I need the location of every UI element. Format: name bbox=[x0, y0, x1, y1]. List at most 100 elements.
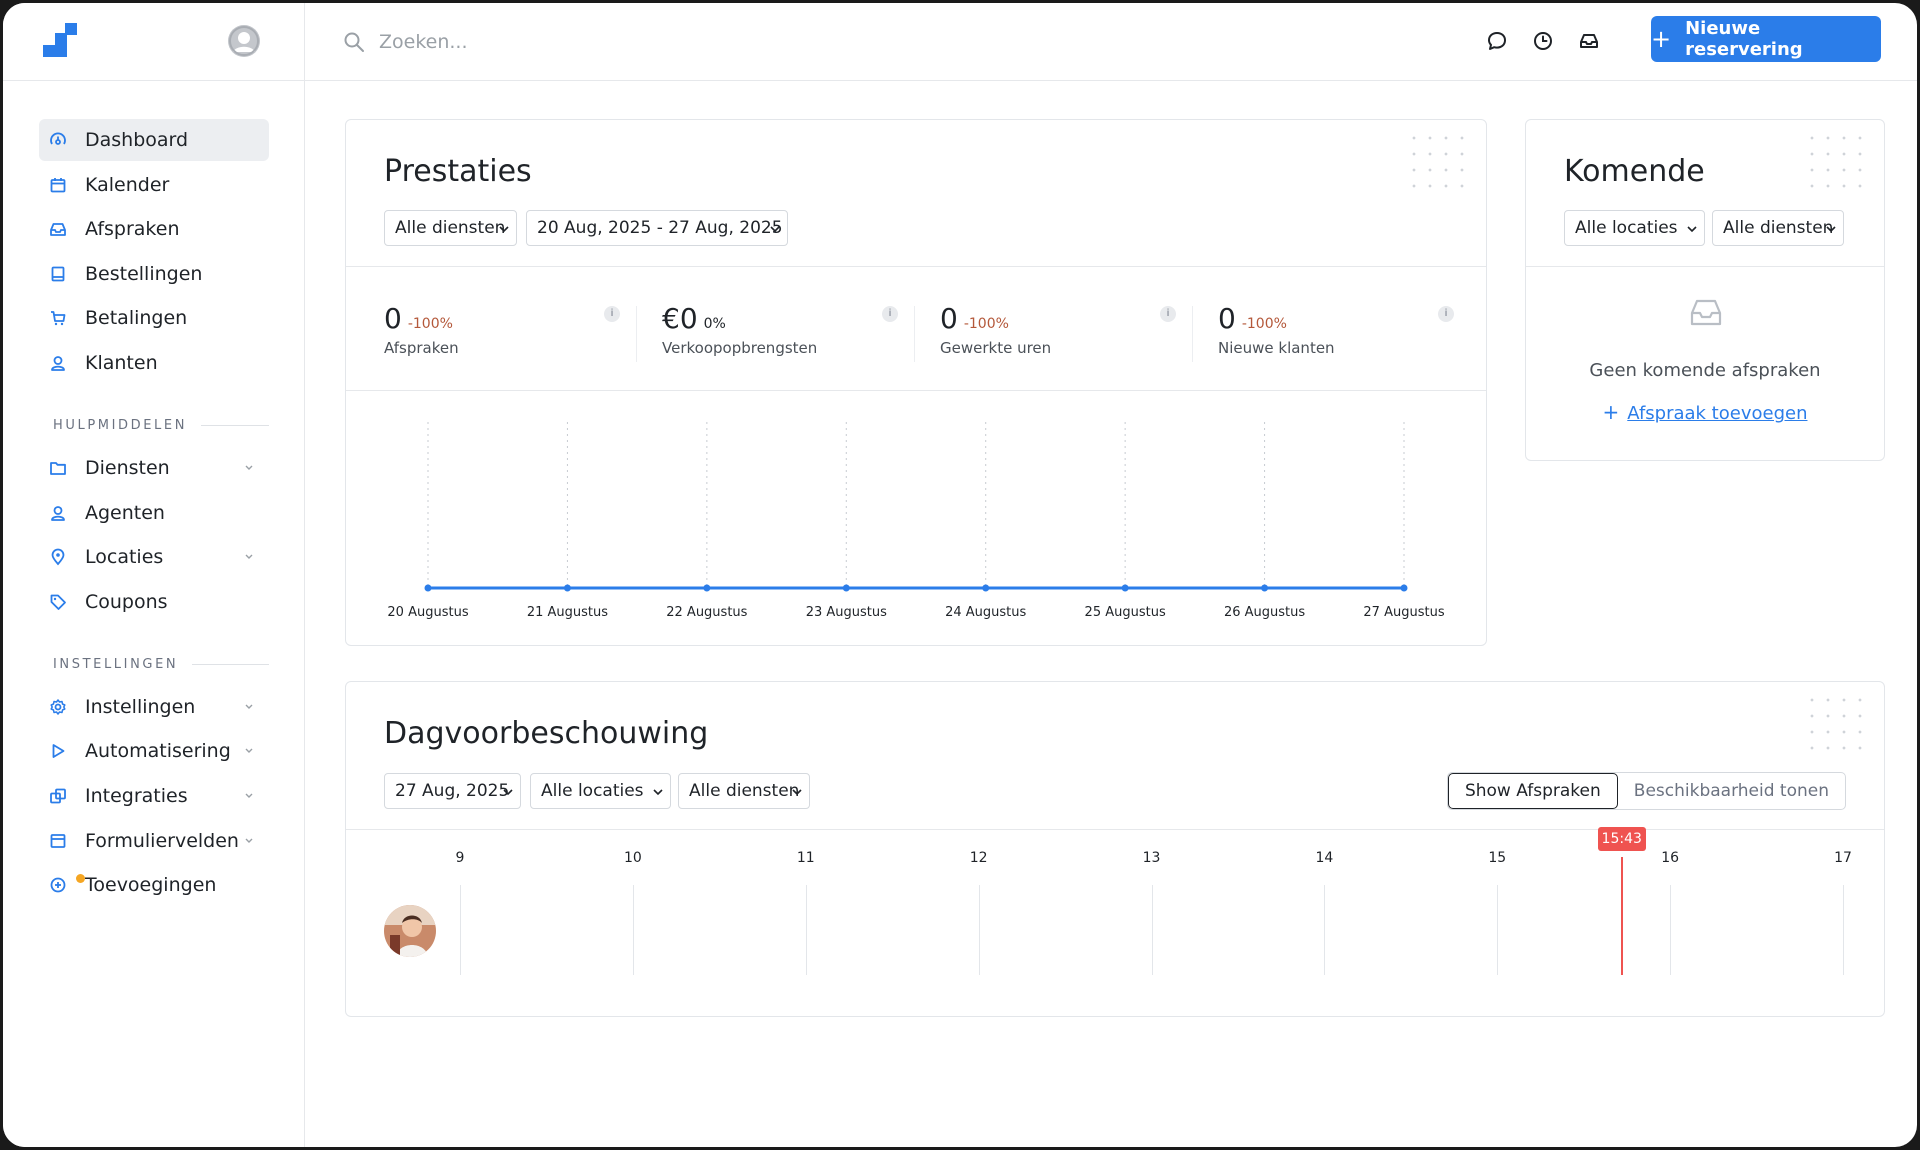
data-point[interactable] bbox=[563, 584, 571, 592]
hour-label: 16 bbox=[1661, 850, 1680, 866]
sidebar-item-betalingen[interactable]: Betalingen bbox=[39, 297, 269, 339]
stat-nieuwe-klanten: 0 -100% Nieuwe klanten i bbox=[1218, 302, 1468, 362]
location-filter-select[interactable]: Alle locaties bbox=[530, 773, 671, 809]
day-preview-card: Dagvoorbeschouwing 27 Aug, 2025 Alle loc… bbox=[345, 681, 1885, 1017]
chevron-down-icon bbox=[245, 838, 253, 843]
sidebar-item-klanten[interactable]: Klanten bbox=[39, 342, 269, 384]
sidebar-item-label: Formuliervelden bbox=[85, 829, 239, 852]
data-point[interactable] bbox=[982, 584, 990, 592]
search-icon bbox=[344, 32, 364, 52]
data-point[interactable] bbox=[1261, 584, 1269, 592]
logo-icon[interactable] bbox=[43, 23, 77, 57]
inbox-icon bbox=[50, 223, 66, 237]
stat-label: Gewerkte uren bbox=[940, 339, 1052, 357]
hour-gridline bbox=[1843, 885, 1844, 975]
sidebar-item-coupons[interactable]: Coupons bbox=[39, 581, 269, 623]
new-reservation-button[interactable]: + Nieuwe reservering bbox=[1651, 16, 1881, 62]
sidebar-item-automatisering[interactable]: Automatisering bbox=[39, 730, 269, 772]
data-point[interactable] bbox=[1121, 584, 1129, 592]
date-select[interactable]: 27 Aug, 2025 bbox=[384, 773, 521, 809]
stat-label: Nieuwe klanten bbox=[1218, 339, 1335, 357]
location-filter-select[interactable]: Alle locaties bbox=[1564, 210, 1705, 246]
inbox-icon[interactable] bbox=[1577, 29, 1601, 53]
show-appointments-toggle[interactable]: Show Afspraken bbox=[1447, 773, 1618, 809]
hour-gridline bbox=[805, 885, 807, 975]
stat-change: 0% bbox=[703, 316, 726, 332]
pin-icon bbox=[51, 548, 65, 566]
chevron-down-icon bbox=[245, 554, 253, 560]
hour-label: 14 bbox=[1315, 850, 1334, 866]
stat-value: €0 bbox=[662, 302, 698, 335]
sidebar-item-bestellingen[interactable]: Bestellingen bbox=[39, 253, 269, 295]
current-time-badge: 15:43 bbox=[1597, 827, 1646, 851]
service-filter-value: Alle diensten bbox=[689, 781, 800, 801]
hour-gridline bbox=[1151, 885, 1153, 975]
search-input[interactable] bbox=[379, 25, 779, 59]
stat-gewerkte-uren: 0 -100% Gewerkte uren i bbox=[940, 302, 1190, 362]
user-avatar[interactable] bbox=[228, 25, 260, 57]
sidebar-item-instellingen[interactable]: Instellingen bbox=[39, 686, 269, 728]
data-point[interactable] bbox=[424, 584, 432, 592]
chat-icon[interactable] bbox=[1485, 29, 1509, 53]
hour-gridline bbox=[1670, 885, 1672, 975]
stat-value: 0 bbox=[384, 302, 402, 335]
date-range-value: 20 Aug, 2025 - 27 Aug, 2025 bbox=[537, 218, 783, 238]
chevron-down-icon bbox=[245, 704, 253, 709]
play-icon bbox=[52, 744, 65, 759]
date-range-select[interactable]: 20 Aug, 2025 - 27 Aug, 2025 bbox=[526, 210, 788, 246]
chevron-down-icon bbox=[1687, 226, 1697, 233]
sidebar-item-afspraken[interactable]: Afspraken bbox=[39, 208, 269, 250]
location-filter-value: Alle locaties bbox=[541, 781, 644, 801]
info-icon[interactable]: i bbox=[882, 306, 898, 322]
sidebar-item-formuliervelden[interactable]: Formuliervelden bbox=[39, 820, 269, 862]
service-filter-select[interactable]: Alle diensten bbox=[384, 210, 517, 246]
sidebar-item-kalender[interactable]: Kalender bbox=[39, 164, 269, 206]
chevron-down-icon bbox=[792, 789, 802, 796]
add-appointment-link[interactable]: + Afspraak toevoegen bbox=[1526, 400, 1884, 424]
x-tick-label: 22 Augustus bbox=[666, 605, 747, 620]
show-availability-toggle[interactable]: Beschikbaarheid tonen bbox=[1633, 781, 1829, 801]
sidebar-item-label: Betalingen bbox=[85, 307, 188, 330]
divider bbox=[1192, 306, 1193, 362]
sidebar-item-toevoegingen[interactable]: Toevoegingen bbox=[39, 864, 269, 906]
sidebar-item-label: Integraties bbox=[85, 784, 188, 807]
data-point[interactable] bbox=[842, 584, 850, 592]
x-tick-label: 27 Augustus bbox=[1363, 605, 1444, 620]
sidebar-item-label: Automatisering bbox=[85, 740, 231, 763]
integrations-icon bbox=[50, 788, 66, 804]
x-tick-label: 23 Augustus bbox=[806, 605, 887, 620]
performance-title: Prestaties bbox=[384, 154, 532, 189]
data-point[interactable] bbox=[703, 584, 711, 592]
sidebar-item-locaties[interactable]: Locaties bbox=[39, 536, 269, 578]
clock-icon[interactable] bbox=[1531, 29, 1555, 53]
sidebar-nav: Dashboard Kalender Afspraken Bestellingen Be… bbox=[39, 119, 269, 909]
x-tick-label: 26 Augustus bbox=[1224, 605, 1305, 620]
sidebar-item-label: Dashboard bbox=[85, 129, 189, 151]
section-tools-text: HULPMIDDELEN bbox=[53, 417, 188, 433]
agent-avatar[interactable] bbox=[384, 905, 436, 957]
decor-dots bbox=[1804, 692, 1874, 762]
sidebar: Dashboard Kalender Afspraken Bestellingen Be… bbox=[3, 3, 305, 1147]
info-icon[interactable]: i bbox=[1160, 306, 1176, 322]
new-reservation-label: Nieuwe reservering bbox=[1685, 18, 1803, 60]
info-icon[interactable]: i bbox=[1438, 306, 1454, 322]
divider bbox=[1526, 266, 1884, 267]
data-point[interactable] bbox=[1400, 584, 1408, 592]
section-label-settings: INSTELLINGEN bbox=[53, 657, 269, 672]
sidebar-item-diensten[interactable]: Diensten bbox=[39, 447, 269, 489]
divider bbox=[636, 306, 637, 362]
sidebar-item-agenten[interactable]: Agenten bbox=[39, 492, 269, 534]
hour-label: 9 bbox=[455, 850, 465, 866]
x-tick-label: 20 Augustus bbox=[387, 605, 468, 620]
gear-icon bbox=[50, 699, 66, 715]
service-filter-select[interactable]: Alle diensten bbox=[678, 773, 810, 809]
info-icon[interactable]: i bbox=[604, 306, 620, 322]
inbox-empty-icon bbox=[1690, 299, 1722, 326]
chevron-down-icon bbox=[770, 226, 780, 233]
service-filter-select[interactable]: Alle diensten bbox=[1712, 210, 1844, 246]
sidebar-item-integraties[interactable]: Integraties bbox=[39, 775, 269, 817]
chevron-down-icon bbox=[245, 748, 253, 754]
sidebar-item-label: Locaties bbox=[85, 546, 164, 569]
sidebar-item-dashboard[interactable]: Dashboard bbox=[39, 119, 269, 161]
hour-gridline bbox=[1324, 885, 1326, 975]
